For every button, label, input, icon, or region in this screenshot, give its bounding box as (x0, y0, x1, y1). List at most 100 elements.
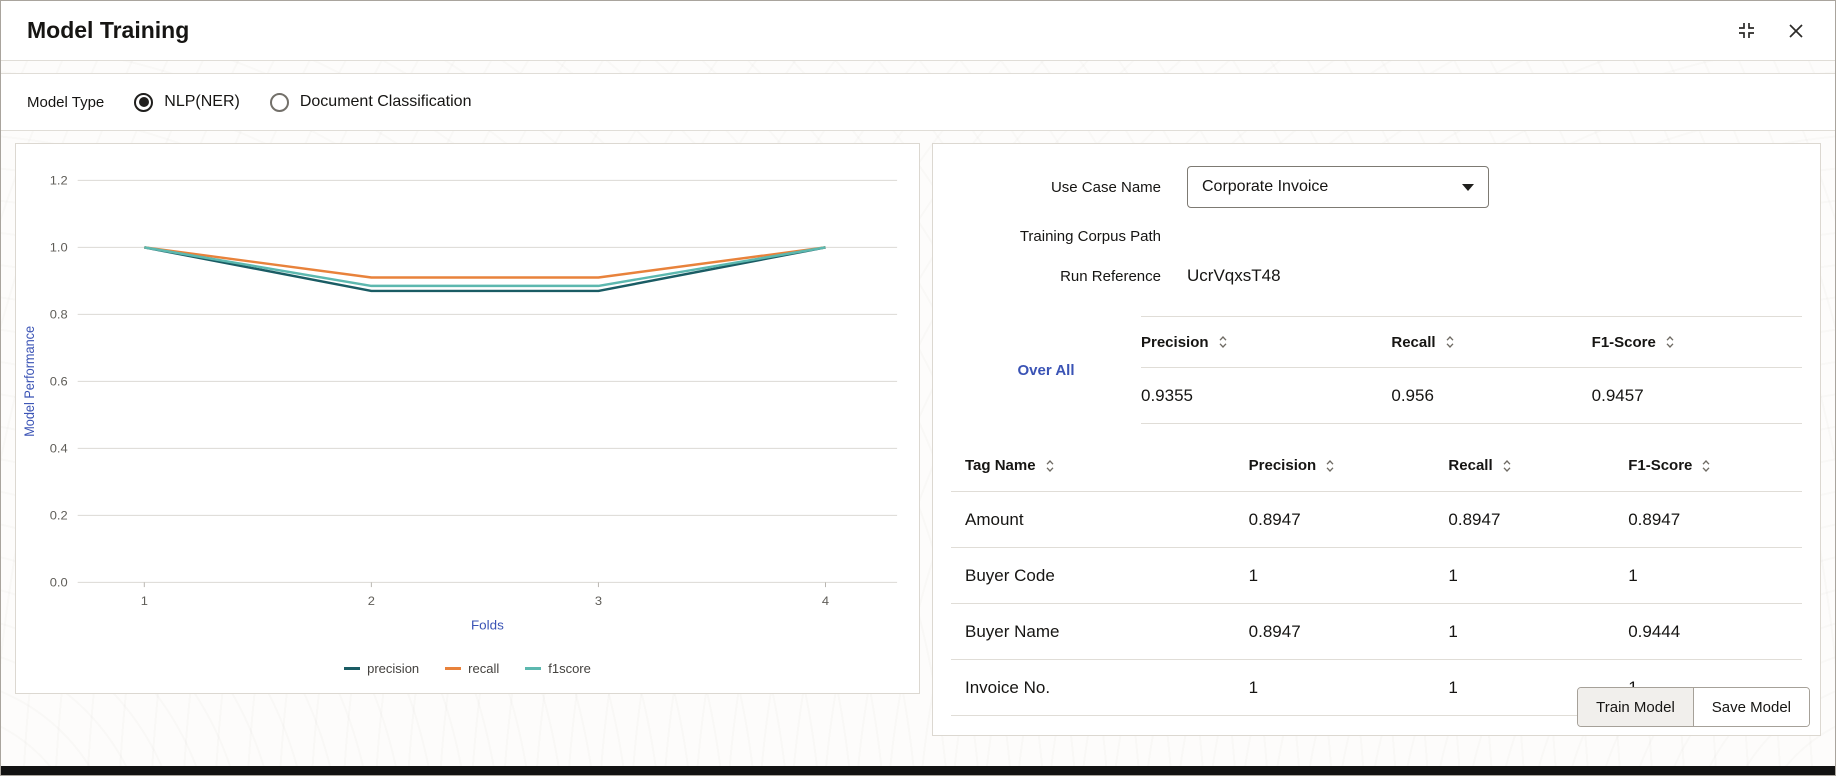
overall-header-precision[interactable]: Precision (1141, 334, 1391, 351)
run-reference-row: Run Reference UcrVqxsT48 (951, 264, 1802, 288)
svg-text:0.8: 0.8 (50, 308, 68, 322)
precision-cell: 0.8947 (1248, 621, 1301, 641)
tag-table-header-row: Tag Name Precision Recall F1-Score (951, 440, 1802, 492)
overall-header-row: Precision Recall F1-Score (1141, 316, 1802, 368)
tag-name-cell: Invoice No. (965, 677, 1051, 697)
column-header-label: Precision (1141, 333, 1209, 351)
legend-item-f1score: f1score (525, 661, 591, 676)
sort-icon[interactable] (1045, 458, 1055, 474)
svg-text:1.0: 1.0 (50, 241, 68, 255)
tag-name-cell: Amount (965, 509, 1024, 529)
svg-text:4: 4 (822, 594, 829, 608)
radio-nlp-ner[interactable]: NLP(NER) (134, 92, 240, 112)
table-row: Buyer Name 0.8947 1 0.9444 (951, 604, 1802, 660)
overall-header-recall[interactable]: Recall (1391, 334, 1591, 351)
sort-icon[interactable] (1218, 334, 1228, 350)
table-row: Amount 0.8947 0.8947 0.8947 (951, 492, 1802, 548)
f1score-cell: 1 (1628, 565, 1638, 585)
svg-text:2: 2 (368, 594, 375, 608)
overall-header-f1score[interactable]: F1-Score (1592, 334, 1802, 351)
run-reference-value: UcrVqxsT48 (1187, 266, 1281, 285)
overall-values-row: 0.9355 0.956 0.9457 (1141, 368, 1802, 424)
radio-document-classification[interactable]: Document Classification (269, 92, 472, 112)
performance-line-chart: 0.0 0.2 0.4 0.6 0.8 1.0 1.2 1 2 3 4 Folds Model Perf… (22, 174, 898, 633)
table-row: Buyer Code 1 1 1 (951, 548, 1802, 604)
tag-name-cell: Buyer Name (965, 621, 1060, 641)
recall-cell: 1 (1448, 565, 1458, 585)
main-content: 0.0 0.2 0.4 0.6 0.8 1.0 1.2 1 2 3 4 Folds Model Perf… (1, 131, 1835, 748)
use-case-row: Use Case Name Corporate Invoice (951, 166, 1802, 208)
tag-header-tag-name[interactable]: Tag Name (965, 457, 1249, 474)
overall-f1score-value: 0.9457 (1591, 385, 1644, 405)
window-bottom-edge (1, 766, 1835, 775)
overall-label: Over All (1017, 361, 1075, 379)
precision-cell: 1 (1248, 565, 1259, 585)
series-f1score (144, 246, 826, 288)
precision-cell: 1 (1248, 677, 1259, 697)
performance-chart-panel: 0.0 0.2 0.4 0.6 0.8 1.0 1.2 1 2 3 4 Folds Model Perf… (15, 143, 920, 694)
svg-text:0.2: 0.2 (50, 509, 68, 523)
tag-header-precision[interactable]: Precision (1249, 457, 1449, 474)
tag-header-f1score[interactable]: F1-Score (1628, 457, 1802, 474)
recall-cell: 1 (1448, 677, 1458, 697)
column-header-label: F1-Score (1591, 333, 1656, 351)
y-axis-label: Model Performance (22, 326, 37, 437)
column-header-label: Recall (1448, 457, 1493, 474)
sort-icon[interactable] (1701, 458, 1711, 474)
svg-text:3: 3 (595, 594, 602, 608)
close-icon[interactable] (1783, 18, 1809, 44)
use-case-selected-value: Corporate Invoice (1202, 178, 1329, 195)
model-details-panel: Use Case Name Corporate Invoice Training… (932, 143, 1821, 736)
restore-window-icon[interactable] (1733, 18, 1759, 44)
column-header-label: F1-Score (1628, 457, 1693, 474)
legend-swatch (445, 667, 462, 670)
action-buttons: Train Model Save Model (1577, 687, 1810, 727)
column-header-label: Precision (1248, 457, 1317, 474)
training-corpus-row: Training Corpus Path (951, 224, 1802, 248)
legend-label: f1score (548, 661, 591, 676)
save-model-button[interactable]: Save Model (1693, 688, 1809, 726)
legend-swatch (344, 667, 361, 670)
f1score-cell: 0.9444 (1628, 621, 1681, 641)
tag-metrics-table: Tag Name Precision Recall F1-Score (951, 440, 1802, 716)
training-corpus-label: Training Corpus Path (1019, 227, 1161, 245)
chevron-down-icon (1462, 183, 1474, 191)
svg-text:0.0: 0.0 (50, 576, 68, 590)
legend-item-recall: recall (445, 661, 499, 676)
svg-text:0.4: 0.4 (50, 442, 68, 456)
legend-swatch (525, 667, 542, 670)
sort-icon[interactable] (1665, 334, 1675, 350)
sort-icon[interactable] (1325, 458, 1335, 474)
recall-cell: 1 (1448, 621, 1458, 641)
chart-legend: precision recall f1score (20, 661, 915, 676)
radio-selected-icon (134, 92, 154, 112)
overall-table: Precision Recall F1-Score 0. (1141, 316, 1802, 424)
column-header-label: Tag Name (965, 457, 1036, 474)
sort-icon[interactable] (1445, 334, 1455, 350)
radio-unselected-icon (269, 92, 289, 112)
radio-label: NLP(NER) (164, 93, 240, 110)
legend-label: precision (367, 661, 420, 676)
sort-icon[interactable] (1502, 458, 1512, 474)
overall-precision-value: 0.9355 (1141, 385, 1193, 405)
svg-text:1: 1 (141, 594, 148, 608)
legend-label: recall (468, 661, 500, 676)
radio-label: Document Classification (299, 93, 472, 110)
model-type-label: Model Type (27, 93, 105, 111)
precision-cell: 0.8947 (1248, 509, 1301, 529)
train-model-button[interactable]: Train Model (1578, 688, 1694, 726)
window-header: Model Training (1, 1, 1835, 61)
overall-metrics: Over All Precision Recall F1-Score (951, 316, 1802, 424)
overall-recall-value: 0.956 (1391, 385, 1434, 405)
recall-cell: 0.8947 (1448, 509, 1501, 529)
svg-text:0.6: 0.6 (50, 375, 68, 389)
f1score-cell: 0.8947 (1628, 509, 1681, 529)
svg-text:1.2: 1.2 (50, 174, 68, 188)
tag-header-recall[interactable]: Recall (1448, 457, 1628, 474)
legend-item-precision: precision (344, 661, 419, 676)
use-case-select[interactable]: Corporate Invoice (1187, 166, 1489, 208)
x-axis-label: Folds (471, 618, 504, 633)
model-type-bar: Model Type NLP(NER) Document Classificat… (1, 73, 1835, 131)
use-case-label: Use Case Name (1050, 178, 1161, 196)
